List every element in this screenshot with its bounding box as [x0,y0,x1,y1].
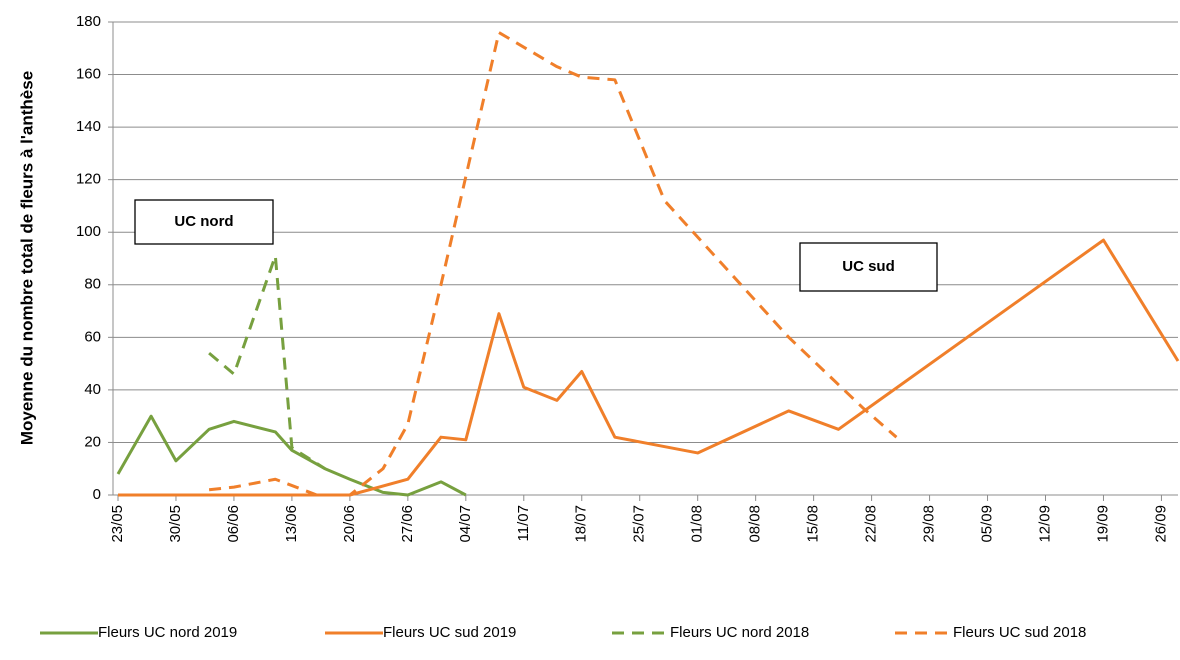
y-axis-label: Moyenne du nombre total de fleurs à l'an… [17,71,36,445]
x-tick-label: 05/09 [979,505,996,543]
annotation-box [799,242,938,292]
legend-label: Fleurs UC nord 2018 [670,624,809,641]
x-tick-label: 23/05 [109,505,126,543]
x-tick-label: 27/06 [399,505,416,543]
x-tick-label: 12/09 [1036,505,1053,543]
legend-label: Fleurs UC nord 2019 [98,624,237,641]
x-tick-label: 04/07 [457,505,474,543]
y-tick-label: 160 [76,66,101,83]
x-tick-label: 01/08 [689,505,706,543]
x-tick-label: 30/05 [167,505,184,543]
x-tick-label: 11/07 [515,505,532,541]
x-tick-label: 20/06 [341,505,358,543]
x-tick-label: 29/08 [921,505,938,543]
y-tick-label: 60 [84,328,101,345]
x-tick-label: 19/09 [1094,505,1111,543]
y-tick-label: 0 [93,486,101,503]
legend-label: Fleurs UC sud 2019 [383,624,516,641]
annotation: UC sud [842,258,895,275]
y-tick-label: 140 [76,118,101,135]
x-tick-label: 26/09 [1152,505,1169,543]
x-tick-label: 18/07 [573,505,590,543]
x-tick-label: 06/06 [225,505,242,543]
y-tick-label: 40 [84,381,101,398]
y-tick-label: 80 [84,276,101,293]
y-tick-label: 20 [84,433,101,450]
x-tick-label: 15/08 [805,505,822,543]
annotation: UC nord [174,213,233,230]
y-tick-label: 120 [76,171,101,188]
x-tick-label: 25/07 [631,505,648,543]
annotation-box [134,199,274,245]
series-line [118,238,1180,497]
y-tick-label: 100 [76,223,101,240]
series-line [116,414,467,497]
x-tick-label: 13/06 [283,505,300,543]
y-tick-label: 180 [76,13,101,30]
series-line [208,254,326,470]
legend-label: Fleurs UC sud 2018 [953,624,1086,641]
series-line [208,31,898,497]
x-tick-label: 22/08 [863,505,880,543]
x-tick-label: 08/08 [747,505,764,543]
